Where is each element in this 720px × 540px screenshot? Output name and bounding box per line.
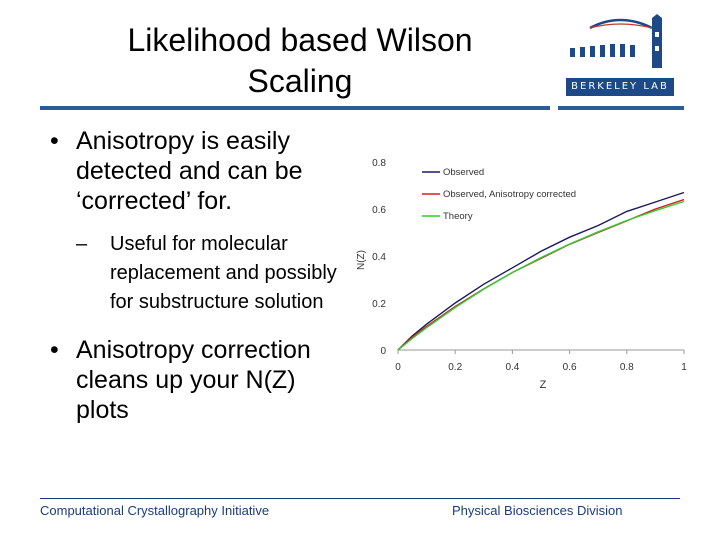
x-tick-label: 0.2 <box>448 362 462 373</box>
bullet-dot: • <box>50 336 59 364</box>
x-tick-label: 0.4 <box>505 362 519 373</box>
title-rule-left <box>40 106 550 110</box>
y-tick-label: 0.6 <box>372 205 386 216</box>
bullet-1: • Anisotropy is easily detected and can … <box>40 126 350 216</box>
footer-right: Physical Biosciences Division <box>452 503 623 518</box>
series-line-1 <box>397 191 685 351</box>
slide-title-line-1: Likelihood based Wilson <box>127 22 473 58</box>
series-line-3 <box>397 200 685 351</box>
legend-label-3: Theory <box>443 211 473 222</box>
y-tick-label: 0.2 <box>372 299 386 310</box>
x-tick-label: 0 <box>395 362 401 373</box>
title-rule-right <box>558 106 684 110</box>
bullet-dot: • <box>50 127 59 155</box>
logo-emblem-icon <box>570 14 662 68</box>
legend-label-1: Observed <box>443 167 484 178</box>
x-tick-label: 1 <box>681 362 687 373</box>
slide-title: Likelihood based Wilson Scaling <box>60 20 540 102</box>
y-tick-label: 0 <box>380 346 386 357</box>
x-axis-title: Z <box>540 379 547 391</box>
legend-label-2: Observed, Anisotropy corrected <box>443 189 576 200</box>
bullet-2: • Anisotropy correction cleans up your N… <box>40 335 350 425</box>
berkeley-lab-logo: BERKELEY LAB <box>560 14 680 96</box>
footer-rule <box>40 498 680 499</box>
footer-left: Computational Crystallography Initiative <box>40 503 270 518</box>
y-tick-label: 0.8 <box>372 158 386 169</box>
bullet-2-text: Anisotropy correction cleans up your N(Z… <box>76 336 311 424</box>
x-tick-label: 0.8 <box>620 362 634 373</box>
y-axis-title: N(Z) <box>356 250 367 270</box>
nz-chart: 0 0.2 0.4 0.6 0.8 0 0.2 0.4 0.6 0.8 1 Z N(Z) Observed… <box>356 158 687 391</box>
sub-bullet-1-text: Useful for molecular replacement and pos… <box>110 233 337 313</box>
slide-title-line-2: Scaling <box>247 63 353 99</box>
logo-wordmark: BERKELEY LAB <box>566 78 674 96</box>
sub-bullet-dash: – <box>76 233 88 255</box>
y-tick-label: 0.4 <box>372 252 386 263</box>
x-tick-label: 0.6 <box>563 362 577 373</box>
series-line-2 <box>397 198 685 351</box>
slide-body: • Anisotropy is easily detected and can … <box>40 126 350 439</box>
bullet-1-text: Anisotropy is easily detected and can be… <box>76 127 303 215</box>
sub-bullet-1: – Useful for molecular replacement and p… <box>40 230 350 317</box>
